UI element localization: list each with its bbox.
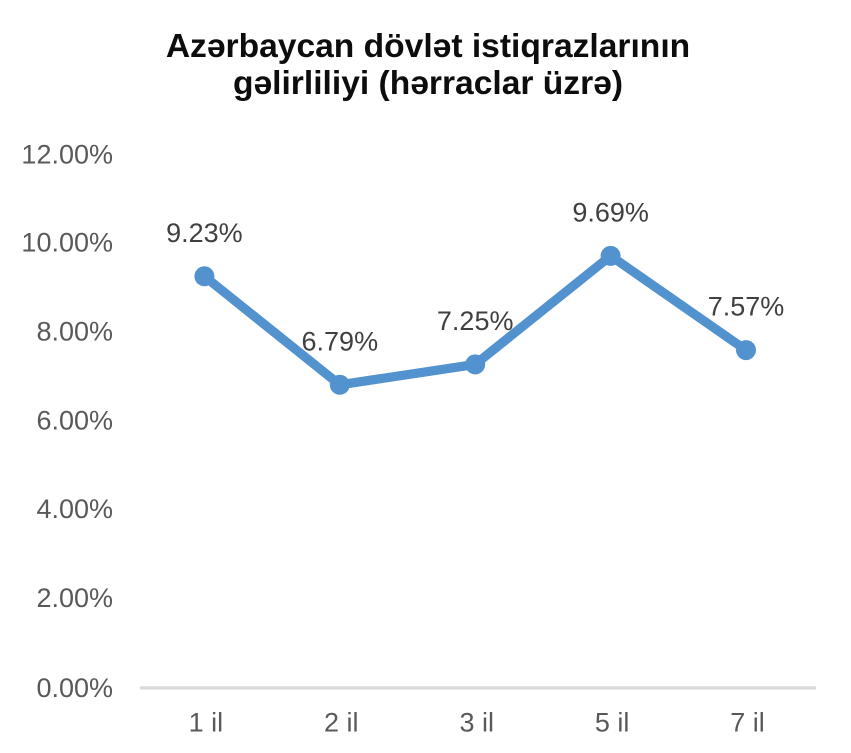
svg-text:6.79%: 6.79% (302, 326, 379, 356)
svg-text:9.23%: 9.23% (166, 218, 243, 248)
svg-text:5 il: 5 il (595, 707, 630, 737)
svg-text:7 il: 7 il (730, 707, 765, 737)
svg-text:gəlirliliyi (hərraclar üzrə): gəlirliliyi (hərraclar üzrə) (233, 65, 623, 102)
svg-text:8.00%: 8.00% (36, 317, 113, 347)
svg-text:3 il: 3 il (459, 707, 494, 737)
svg-text:12.00%: 12.00% (21, 139, 113, 169)
svg-text:2 il: 2 il (324, 707, 359, 737)
svg-text:0.00%: 0.00% (36, 673, 113, 703)
svg-text:4.00%: 4.00% (36, 494, 113, 524)
svg-text:6.00%: 6.00% (36, 405, 113, 435)
svg-text:1 il: 1 il (189, 707, 224, 737)
svg-text:2.00%: 2.00% (36, 583, 113, 613)
svg-text:7.57%: 7.57% (708, 292, 785, 322)
svg-text:10.00%: 10.00% (21, 227, 113, 257)
svg-text:7.25%: 7.25% (437, 306, 514, 336)
svg-text:9.69%: 9.69% (572, 198, 649, 228)
svg-text:Azərbaycan dövlət istiqrazları: Azərbaycan dövlət istiqrazlarının (166, 28, 690, 65)
